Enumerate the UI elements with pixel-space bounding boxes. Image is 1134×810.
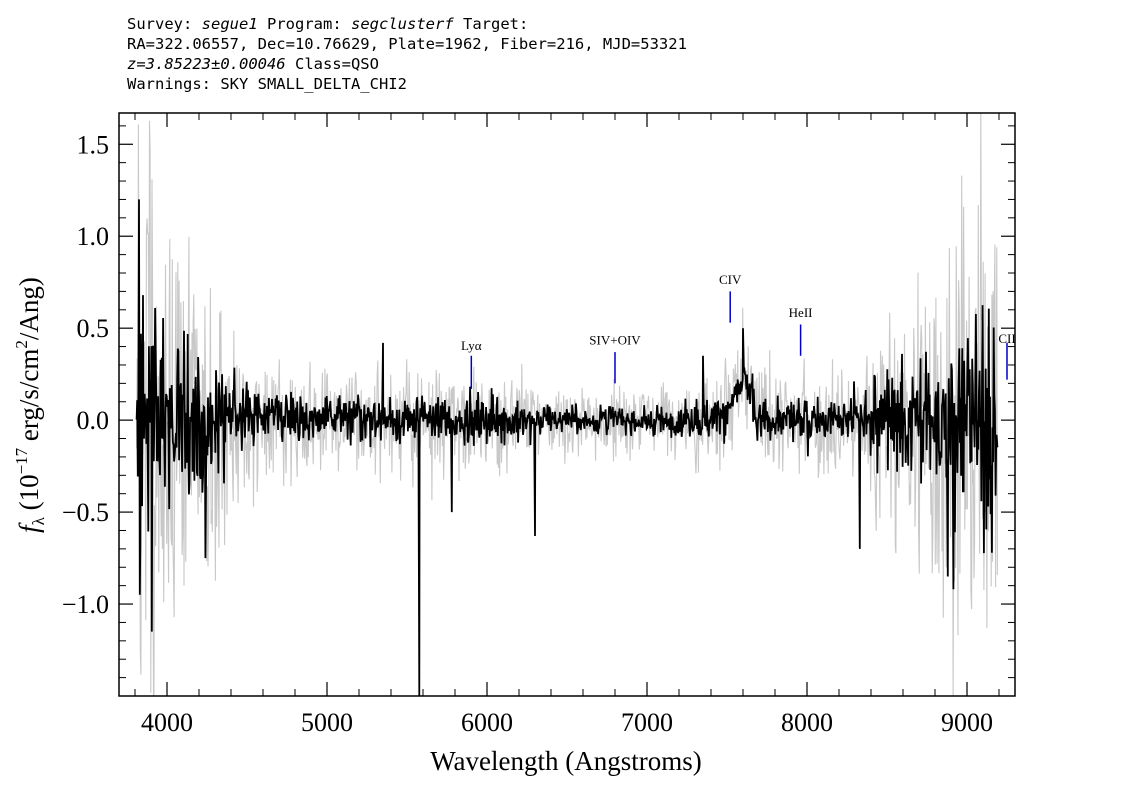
y-tick-label: −0.5 — [62, 498, 109, 527]
y-tick-label: −1.0 — [62, 590, 109, 619]
class-value: Class=QSO — [294, 55, 379, 73]
x-tick-label: 7000 — [621, 708, 673, 737]
x-tick-label: 4000 — [141, 708, 193, 737]
header-line-coordinates: RA=322.06557, Dec=10.76629, Plate=1962, … — [127, 35, 687, 53]
line-marker-label: Lyα — [461, 338, 482, 353]
survey-label: Survey: — [127, 15, 193, 33]
x-tick-label: 9000 — [941, 708, 993, 737]
line-marker: CIV — [719, 272, 742, 323]
program-value: segclusterf — [351, 15, 454, 33]
y-axis-title: fλ (10−17 erg/s/cm2/Ang) — [12, 277, 48, 533]
plot-frame — [118, 112, 1016, 697]
plot-data-area — [135, 113, 999, 696]
spectrum-header: Survey: segue1 Program: segclusterf Targ… — [127, 14, 687, 94]
x-tick-label: 8000 — [781, 708, 833, 737]
line-marker-label: SIV+OIV — [589, 333, 641, 348]
y-tick-label: 0.0 — [77, 406, 110, 435]
line-marker: Lyα — [461, 338, 482, 389]
line-marker: SIV+OIV — [589, 333, 641, 384]
y-tick-label: 1.0 — [77, 222, 110, 251]
line-marker-label: HeII — [789, 305, 813, 320]
emission-line-markers: Lyα SIV+OIV CIV HeII CII — [461, 272, 1016, 389]
line-marker-label: CII — [998, 331, 1015, 346]
line-marker: CII — [998, 331, 1016, 380]
axis-ticks: 4000 5000 6000 7000 8000 9000 1.5 1.0 0.5 0.0 −0.5… — [62, 113, 1015, 737]
flux-spectrum-line — [135, 199, 999, 696]
header-line-survey: Survey: segue1 Program: segclusterf Targ… — [127, 14, 687, 34]
header-line-warnings: Warnings: SKY SMALL_DELTA_CHI2 — [127, 75, 407, 93]
x-tick-label: 6000 — [461, 708, 513, 737]
survey-value: segue1 — [201, 15, 258, 33]
y-tick-label: 1.5 — [77, 130, 110, 159]
redshift-value: z=3.85223±0.00046 — [127, 55, 286, 73]
header-line-redshift: z=3.85223±0.00046 Class=QSO — [127, 54, 687, 74]
x-tick-label: 5000 — [301, 708, 353, 737]
line-marker: HeII — [789, 305, 813, 356]
target-label: Target: — [463, 15, 529, 33]
program-label: Program: — [267, 15, 342, 33]
line-marker-label: CIV — [719, 272, 742, 287]
x-axis-title: Wavelength (Angstroms) — [430, 746, 702, 776]
error-spectrum-line — [136, 113, 998, 696]
y-tick-label: 0.5 — [77, 314, 110, 343]
